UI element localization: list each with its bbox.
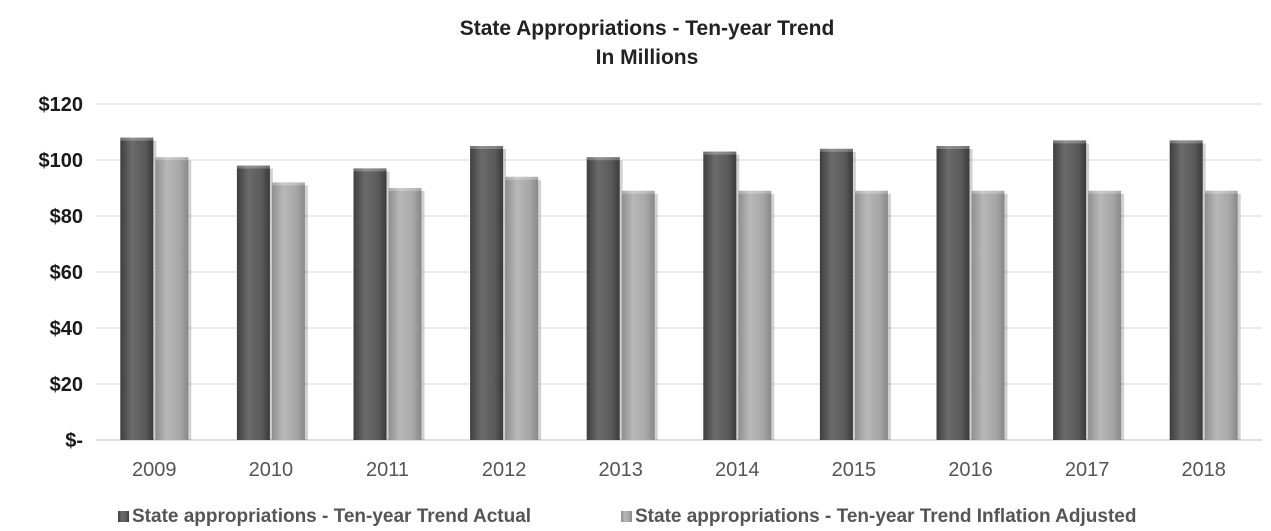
chart-subtitle: In Millions (596, 46, 699, 69)
bar-highlight (738, 190, 772, 194)
bar-body (819, 148, 853, 441)
bar-body (236, 165, 270, 440)
y-axis-ticks: $- $20 $40 $60 $80 $100 $120 (39, 94, 84, 452)
bar-body (271, 182, 305, 440)
y-tick-label: $100 (39, 150, 84, 172)
x-tick-label: 2010 (249, 459, 294, 481)
bar-body (353, 168, 387, 440)
bar-highlight (1088, 190, 1122, 194)
bar-body (505, 176, 539, 441)
bar-actual (586, 157, 623, 440)
bar-body (621, 190, 655, 440)
bar-body (1204, 190, 1238, 440)
bar-actual (936, 146, 973, 440)
x-tick-label: 2012 (482, 459, 527, 481)
x-tick-label: 2018 (1181, 459, 1226, 481)
bar-body (1169, 140, 1203, 440)
bar-actual (120, 137, 157, 440)
bar-actual (819, 148, 856, 441)
legend-swatch-inflation-adjusted (621, 511, 632, 522)
bar-highlight (505, 176, 539, 180)
bar-inflation-adjusted (505, 176, 542, 441)
y-tick-label: $40 (50, 318, 83, 340)
x-tick-label: 2011 (366, 459, 409, 481)
legend-swatch-actual (118, 511, 129, 522)
bar-highlight (120, 137, 154, 141)
chart-title: State Appropriations - Ten-year Trend (460, 17, 835, 40)
bar-highlight (621, 190, 655, 194)
bar-body (936, 146, 970, 440)
bar-actual (236, 165, 273, 440)
bar-inflation-adjusted (155, 157, 192, 440)
bar-actual (353, 168, 390, 440)
bar-highlight (1053, 140, 1087, 144)
legend: State appropriations - Ten-year Trend Ac… (118, 506, 1136, 527)
legend-label-inflation-adjusted: State appropriations - Ten-year Trend In… (635, 506, 1136, 527)
bar-inflation-adjusted (738, 190, 775, 440)
bar-highlight (388, 188, 422, 191)
legend-item-actual: State appropriations - Ten-year Trend Ac… (118, 506, 531, 527)
y-tick-label: $120 (39, 94, 84, 116)
bar-body (470, 146, 504, 440)
x-tick-label: 2013 (598, 459, 643, 481)
bar-inflation-adjusted (854, 190, 891, 440)
bar-body (703, 151, 737, 440)
bar-highlight (470, 146, 504, 149)
bar-body (120, 137, 154, 440)
x-tick-label: 2014 (715, 459, 760, 481)
bar-inflation-adjusted (1204, 190, 1241, 440)
bar-inflation-adjusted (971, 190, 1008, 440)
x-tick-label: 2009 (132, 459, 177, 481)
bar-highlight (271, 182, 305, 186)
bar-highlight (819, 148, 853, 152)
bar-body (854, 190, 888, 440)
x-axis-ticks: 2009 2010 2011 2012 2013 2014 2015 2016 2017 2018 (132, 459, 1226, 481)
bar-body (155, 157, 189, 440)
bar-actual (1169, 140, 1206, 440)
bar-highlight (353, 168, 387, 172)
bar-body (1088, 190, 1122, 440)
bar-body (971, 190, 1005, 440)
bar-highlight (155, 157, 189, 161)
bar-inflation-adjusted (1088, 190, 1125, 440)
bar-inflation-adjusted (271, 182, 308, 440)
x-tick-label: 2017 (1065, 459, 1110, 481)
y-tick-label: $60 (50, 262, 83, 284)
bar-highlight (586, 157, 620, 161)
x-tick-label: 2015 (832, 459, 877, 481)
bar-highlight (703, 151, 737, 155)
bar-body (738, 190, 772, 440)
bar-actual (1053, 140, 1090, 440)
bar-highlight (936, 146, 970, 149)
bar-highlight (1169, 140, 1203, 144)
y-tick-label: $- (65, 430, 83, 452)
bar-inflation-adjusted (388, 188, 425, 440)
bar-actual (703, 151, 740, 440)
bar-body (586, 157, 620, 440)
bar-highlight (236, 165, 270, 169)
y-tick-label: $20 (50, 374, 83, 396)
x-tick-label: 2016 (948, 459, 993, 481)
bar-highlight (971, 190, 1005, 194)
bar-body (388, 188, 422, 440)
bars (120, 137, 1241, 441)
legend-label-actual: State appropriations - Ten-year Trend Ac… (132, 506, 531, 527)
y-tick-label: $80 (50, 206, 83, 228)
bar-highlight (854, 190, 888, 194)
legend-item-inflation-adjusted: State appropriations - Ten-year Trend In… (621, 506, 1136, 527)
bar-body (1053, 140, 1087, 440)
bar-inflation-adjusted (621, 190, 658, 440)
bar-actual (470, 146, 507, 440)
bar-highlight (1204, 190, 1238, 194)
